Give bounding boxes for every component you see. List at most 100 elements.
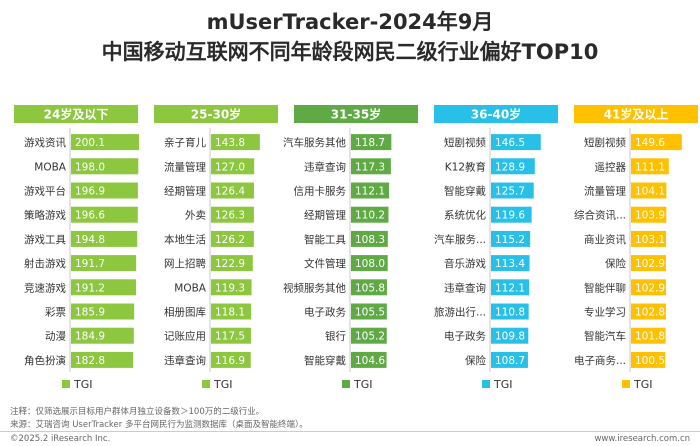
bar xyxy=(211,182,254,199)
value-label: 125.7 xyxy=(495,186,525,198)
category-label: 智能汽车 xyxy=(584,330,626,343)
category-label: 网上招聘 xyxy=(164,257,206,270)
panel-header-5 xyxy=(574,105,698,123)
category-label: 相册图库 xyxy=(164,306,206,319)
category-label: 汽车服务... xyxy=(434,233,486,246)
bar xyxy=(211,158,255,175)
bar xyxy=(351,158,391,175)
category-label: 智能伴聊 xyxy=(584,281,626,294)
category-label: 动漫 xyxy=(45,330,66,343)
category-label: 电子政务 xyxy=(304,306,346,319)
chart-title-line2: 中国移动互联网不同年龄段网民二级行业偏好TOP10 xyxy=(101,40,599,64)
legend-label-5: TGI xyxy=(633,378,653,391)
legend-label-4: TGI xyxy=(493,378,513,391)
category-label: 经期管理 xyxy=(304,209,346,222)
bar xyxy=(351,351,387,368)
category-label: 智能穿戴 xyxy=(304,354,346,367)
category-label: 旅游出行... xyxy=(434,306,486,319)
bar xyxy=(491,182,534,199)
value-label: 103.1 xyxy=(635,234,665,246)
category-label: 文件管理 xyxy=(304,257,346,270)
bar xyxy=(71,303,135,320)
value-label: 111.1 xyxy=(635,161,665,173)
panel-title-3: 31-35岁 xyxy=(331,107,381,122)
value-label: 105.8 xyxy=(355,282,385,294)
value-label: 117.3 xyxy=(355,161,385,173)
bar xyxy=(71,182,138,199)
value-label: 182.8 xyxy=(75,355,105,367)
value-label: 118.7 xyxy=(355,137,385,149)
value-label: 113.4 xyxy=(495,258,525,270)
category-label: 综合资讯... xyxy=(574,209,626,222)
bar xyxy=(631,255,666,272)
value-label: 110.8 xyxy=(495,307,525,319)
bar xyxy=(491,327,529,344)
value-label: 108.3 xyxy=(355,234,385,246)
value-label: 105.5 xyxy=(355,307,385,319)
source-text: 来源：艾瑞咨询 UserTracker 多平台网民行为监测数据库（桌面及智能终端… xyxy=(10,420,308,430)
value-label: 118.1 xyxy=(215,307,245,319)
bar xyxy=(491,206,532,223)
category-label: 视频服务其他 xyxy=(283,281,346,294)
copyright-text: ©2025.2 iResearch Inc. xyxy=(10,434,111,444)
bar xyxy=(351,279,387,296)
category-label: 射击游戏 xyxy=(24,257,66,270)
panel-title-1: 24岁及以下 xyxy=(44,107,109,122)
bar xyxy=(631,206,667,223)
value-label: 198.0 xyxy=(75,161,105,173)
value-label: 119.6 xyxy=(495,210,525,222)
bar xyxy=(211,351,251,368)
category-label: K12教育 xyxy=(445,160,486,173)
legend-swatch-5 xyxy=(622,380,630,388)
bar xyxy=(631,134,682,151)
value-label: 105.2 xyxy=(355,331,385,343)
category-label: 专业学习 xyxy=(584,306,626,319)
category-label: 游戏资讯 xyxy=(24,136,66,149)
category-label: 保险 xyxy=(605,257,626,270)
bar xyxy=(71,230,138,247)
legend-swatch-4 xyxy=(482,380,490,388)
category-label: 短剧视频 xyxy=(584,136,626,149)
bar xyxy=(631,158,669,175)
value-label: 126.4 xyxy=(215,186,245,198)
bar xyxy=(211,206,254,223)
value-label: 126.3 xyxy=(215,210,245,222)
panel-header-1 xyxy=(14,105,138,123)
bar xyxy=(71,351,134,368)
value-label: 191.2 xyxy=(75,282,105,294)
category-label: MOBA xyxy=(174,282,207,294)
category-label: 流量管理 xyxy=(164,160,206,173)
category-label: 智能工具 xyxy=(304,233,346,246)
bar xyxy=(211,134,260,151)
category-label: 经期管理 xyxy=(164,185,206,198)
value-label: 126.2 xyxy=(215,234,245,246)
value-label: 128.9 xyxy=(495,161,525,173)
value-label: 149.6 xyxy=(635,137,665,149)
footer-divider xyxy=(0,431,700,432)
category-label: 保险 xyxy=(465,354,486,367)
bar xyxy=(631,279,666,296)
value-label: 119.3 xyxy=(215,282,245,294)
category-label: 智能穿戴 xyxy=(444,185,486,198)
bar xyxy=(351,255,388,272)
category-label: 竞速游戏 xyxy=(24,281,66,294)
bar xyxy=(491,230,531,247)
bar xyxy=(211,279,252,296)
category-label: 违章查询 xyxy=(444,281,486,294)
legend-label-2: TGI xyxy=(213,378,233,391)
bar xyxy=(211,303,252,320)
panel-header-3 xyxy=(294,105,418,123)
category-label: 汽车服务其他 xyxy=(283,136,346,149)
legend-label-1: TGI xyxy=(73,378,93,391)
panel-header-2 xyxy=(154,105,278,123)
bar xyxy=(491,303,529,320)
value-label: 102.9 xyxy=(635,282,665,294)
category-label: 外卖 xyxy=(185,210,206,222)
category-label: 遥控器 xyxy=(595,160,627,173)
bar xyxy=(211,327,251,344)
category-label: 亲子育儿 xyxy=(164,136,206,149)
note-text: 注释：仅筛选展示目标用户群体月独立设备数＞100万的二级行业。 xyxy=(10,407,265,417)
bar xyxy=(631,230,667,247)
value-label: 112.1 xyxy=(495,282,525,294)
